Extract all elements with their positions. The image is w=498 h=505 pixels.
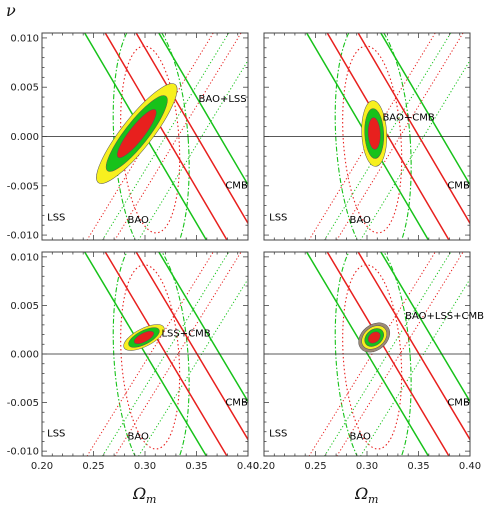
lss-label: LSS — [269, 429, 287, 440]
bao-contour-2sigma — [112, 252, 190, 456]
ticks — [263, 33, 471, 240]
y-tick-label: 0.000 — [10, 350, 39, 361]
cmb-label: CMB — [225, 397, 248, 408]
x-tick-label: 0.25 — [304, 461, 326, 472]
combined-contour-1sigma — [367, 117, 381, 150]
ticks — [41, 252, 249, 456]
combined-label: LSS+CMB — [161, 329, 210, 340]
cmb-label: CMB — [447, 181, 470, 192]
y-tick-label: -0.005 — [7, 181, 39, 192]
x-axis-symbol-left: Ω — [132, 484, 146, 503]
bao-contour-1sigma — [120, 264, 181, 450]
x-axis-subscript-right: m — [368, 493, 378, 505]
x-tick-label: 0.30 — [356, 461, 378, 472]
bao-contour-1sigma — [342, 264, 403, 450]
plot-area — [42, 252, 248, 456]
x-tick-label: 0.20 — [31, 461, 53, 472]
y-tick-label: 0.000 — [10, 132, 39, 143]
x-tick-label: 0.35 — [407, 461, 429, 472]
ticks — [263, 252, 471, 456]
x-tick-label: 0.20 — [253, 461, 275, 472]
x-axis-symbol-right: Ω — [354, 484, 368, 503]
x-tick-label: 0.40 — [459, 461, 481, 472]
bao-label: BAO — [127, 431, 149, 442]
plot-area — [264, 252, 470, 456]
panel-1: 0.010 0.005 0.000 -0.005 -0.010 LSS BAO CMB BAO+… — [7, 32, 249, 242]
combined-label: BAO+LSS — [199, 94, 247, 105]
x-axis-label-left: Ω m — [132, 484, 156, 505]
x-axis-subscript-left: m — [146, 493, 156, 505]
x-tick-label: 0.25 — [82, 461, 104, 472]
x-axis-label-right: Ω m — [354, 484, 378, 505]
y-tick-label: 0.005 — [10, 301, 39, 312]
combined-label: BAO+CMB — [382, 113, 434, 124]
y-tick-label: -0.010 — [7, 447, 39, 458]
bao-label: BAO — [127, 215, 149, 226]
panel-4: 0.20 0.25 0.30 0.35 0.40 LSS BAO CMB BAO+LSS+CMB — [253, 251, 484, 472]
combined-contour-1sigma — [133, 330, 155, 344]
combined-contour-1sigma — [367, 331, 381, 344]
lss-label: LSS — [269, 212, 287, 223]
y-tick-label: 0.010 — [10, 33, 39, 44]
cmb-label: CMB — [447, 397, 470, 408]
y-tick-label: 0.010 — [10, 252, 39, 263]
x-tick-label: 0.40 — [237, 461, 259, 472]
bao-label: BAO — [349, 215, 371, 226]
panel-3: 0.010 0.005 0.000 -0.005 -0.010 0.20 0.25 0.30 0… — [7, 251, 259, 472]
plot-area — [264, 33, 470, 240]
bao-label: BAO — [349, 431, 371, 442]
cmb-label: CMB — [225, 181, 248, 192]
combined-label: BAO+LSS+CMB — [405, 311, 484, 322]
panel-2: LSS BAO CMB BAO+CMB — [263, 32, 471, 241]
plot-area — [42, 33, 248, 240]
ticks — [41, 33, 249, 240]
y-axis-symbol: ν — [6, 1, 16, 20]
lss-label: LSS — [47, 212, 65, 223]
x-tick-label: 0.30 — [134, 461, 156, 472]
lss-label: LSS — [47, 429, 65, 440]
combined-contour-1sigma — [117, 109, 157, 158]
y-tick-label: -0.010 — [7, 231, 39, 242]
bao-contour-2sigma — [334, 252, 412, 456]
y-tick-label: 0.005 — [10, 83, 39, 94]
y-tick-label: -0.005 — [7, 398, 39, 409]
bao-contour-2sigma — [334, 33, 412, 240]
x-tick-label: 0.35 — [185, 461, 207, 472]
